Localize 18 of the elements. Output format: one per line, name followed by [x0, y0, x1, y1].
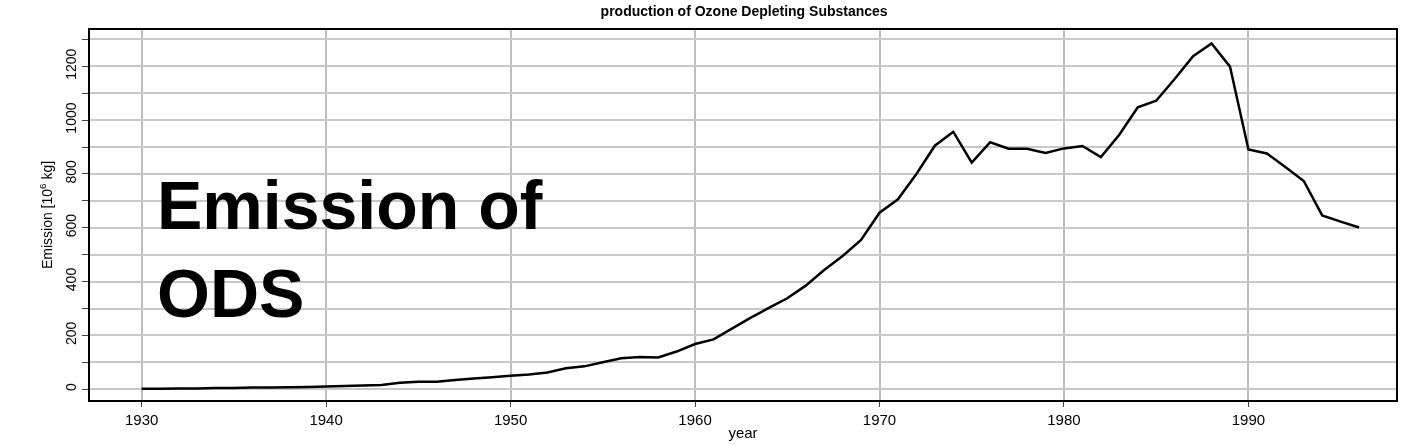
x-tick-label: 1960: [678, 411, 712, 428]
y-tick-label: 0: [63, 383, 80, 392]
annotation: Emission of ODS: [157, 167, 543, 332]
y-tick-label: 1000: [63, 102, 80, 134]
y-tick-label: 400: [63, 267, 80, 292]
x-tick-label: 1970: [862, 411, 897, 428]
y-tick-label: 600: [63, 213, 80, 238]
y-tick-label: 1200: [63, 48, 80, 80]
x-axis-title: year: [728, 423, 758, 441]
y-tick-label: 800: [63, 159, 80, 184]
line-series: [140, 42, 1361, 390]
x-tick-label: 1980: [1047, 411, 1081, 428]
x-tick-label: 1930: [124, 411, 159, 428]
x-tick-label: 1950: [493, 411, 528, 428]
y-tick-label: 200: [63, 321, 80, 345]
x-tick-label: 1940: [309, 411, 343, 428]
x-tick-label: 1990: [1231, 411, 1266, 428]
chart-title: production of Ozone Depleting Substances: [600, 3, 888, 20]
